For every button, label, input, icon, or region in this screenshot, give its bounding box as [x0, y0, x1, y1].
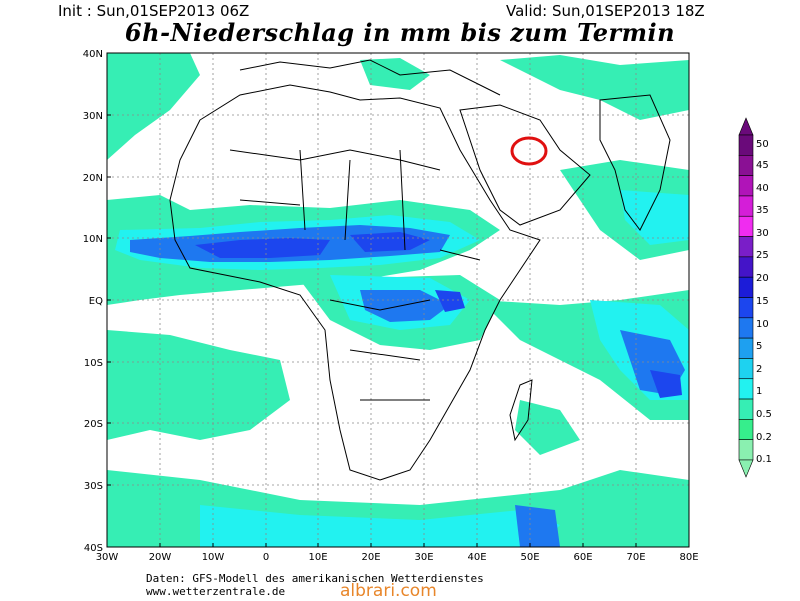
- india-outline: [599, 94, 671, 231]
- lat-label: 20S: [84, 419, 103, 430]
- latitude-labels: 40N 30N 20N 10N EQ 10S 20S 30S 40S: [83, 49, 103, 554]
- coastlines: [169, 59, 671, 481]
- lat-label: 20N: [83, 173, 103, 184]
- lat-label: 30N: [83, 111, 103, 122]
- arabia-outline: [459, 104, 591, 226]
- legend-arrow-top: [738, 117, 754, 136]
- legend-color-box: [738, 317, 754, 339]
- europe-coast: [239, 59, 501, 96]
- legend-label: 20: [756, 273, 769, 284]
- legend-color-box: [738, 337, 754, 359]
- legend-arrow-bottom: [738, 459, 754, 478]
- inland-borders: [229, 149, 481, 401]
- website-credit: www.wetterzentrale.de: [146, 585, 286, 598]
- lon-label: 30E: [414, 552, 433, 563]
- lon-label: 10E: [308, 552, 327, 563]
- legend-label: 0.1: [756, 454, 772, 465]
- legend-color-box: [738, 276, 754, 298]
- legend-color-box: [738, 236, 754, 258]
- lon-label: 40E: [467, 552, 486, 563]
- legend-label: 10: [756, 319, 769, 330]
- legend-color-box: [738, 419, 754, 440]
- legend-color-box: [738, 398, 754, 420]
- lon-label: 20W: [149, 552, 172, 563]
- lon-label: 20E: [361, 552, 380, 563]
- frame-ticks: [107, 114, 637, 547]
- legend-color-box: [738, 195, 754, 217]
- legend-label: 1: [756, 386, 762, 397]
- legend-label: 2: [756, 364, 762, 375]
- legend-color-box: [738, 155, 754, 176]
- lon-label: 60E: [573, 552, 592, 563]
- highlight-circle: [510, 136, 548, 166]
- lat-label: EQ: [89, 296, 103, 307]
- madagascar-outline: [509, 379, 533, 442]
- precipitation-field: [107, 53, 689, 547]
- legend-color-box: [738, 256, 754, 278]
- legend-color-box: [738, 175, 754, 197]
- legend-label: 5: [756, 341, 762, 352]
- legend-color-box: [738, 297, 754, 319]
- lon-label: 30W: [96, 552, 119, 563]
- map-title: 6h-Niederschlag in mm bis zum Termin: [124, 18, 676, 47]
- legend-label: 35: [756, 205, 769, 216]
- legend-label: 50: [756, 139, 769, 150]
- lon-label: 0: [263, 552, 269, 563]
- valid-time-label: Valid: Sun,01SEP2013 18Z: [506, 2, 705, 20]
- longitude-labels: 30W 20W 10W 0 10E 20E 30E 40E 50E 60E 70…: [96, 552, 699, 563]
- legend-label: 15: [756, 296, 769, 307]
- legend-label: 0.5: [756, 409, 772, 420]
- lon-label: 70E: [626, 552, 645, 563]
- lat-label: 10N: [83, 234, 103, 245]
- lat-label: 40S: [84, 543, 103, 554]
- lon-label: 80E: [679, 552, 698, 563]
- watermark-text: albrari.com: [340, 581, 437, 601]
- legend-color-box: [738, 378, 754, 400]
- legend-color-box: [738, 134, 754, 156]
- legend-label: 45: [756, 160, 769, 171]
- africa-coastline: [169, 84, 541, 481]
- graticule: [107, 53, 689, 547]
- legend-label: 40: [756, 183, 769, 194]
- legend-label: 30: [756, 228, 769, 239]
- lat-label: 10S: [84, 358, 103, 369]
- legend-color-box: [738, 439, 754, 461]
- legend-label: 0.2: [756, 432, 772, 443]
- lat-label: 40N: [83, 49, 103, 60]
- legend-label: 25: [756, 250, 769, 261]
- legend-color-box: [738, 215, 754, 237]
- precip-legend: 50 45 40 35 30 25 20 15 10 5 2 1 0.5 0.2…: [738, 117, 772, 478]
- legend-color-box: [738, 358, 754, 380]
- data-source-credit: Daten: GFS-Modell des amerikanischen Wet…: [146, 572, 484, 585]
- precip-core-areas: [195, 232, 682, 398]
- init-time-label: Init : Sun,01SEP2013 06Z: [58, 2, 250, 20]
- lon-label: 50E: [520, 552, 539, 563]
- lat-label: 30S: [84, 481, 103, 492]
- lon-label: 10W: [202, 552, 225, 563]
